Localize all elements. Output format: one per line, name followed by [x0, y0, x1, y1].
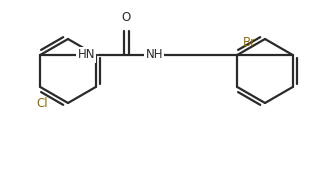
Text: HN: HN: [78, 49, 95, 61]
Text: Br: Br: [243, 36, 256, 49]
Text: NH: NH: [145, 49, 163, 61]
Text: O: O: [122, 11, 131, 24]
Text: Cl: Cl: [37, 97, 48, 110]
